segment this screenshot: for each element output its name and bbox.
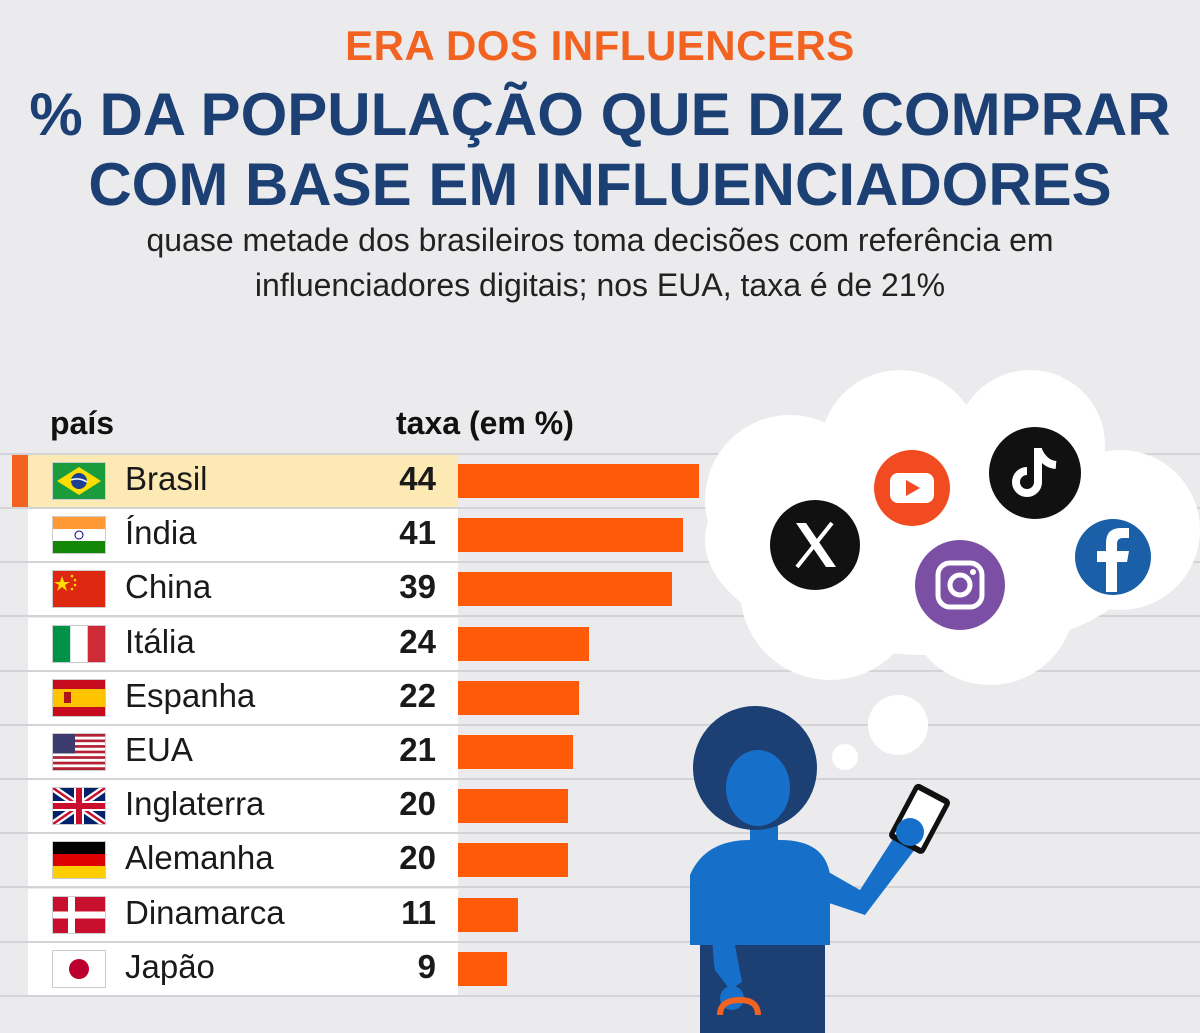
value-label: 41 (399, 514, 436, 552)
country-label: Inglaterra (125, 785, 265, 823)
country-label: EUA (125, 731, 193, 768)
chart-subtitle: quase metade dos brasileiros toma decisõ… (0, 218, 1200, 308)
table-row: Japão 9 (28, 942, 458, 995)
country-label: Brasil (125, 460, 208, 497)
denmark-flag-icon (53, 896, 105, 933)
spain-flag-icon (53, 679, 105, 716)
country-label: Espanha (125, 676, 256, 714)
bar (458, 735, 574, 769)
person-figure (690, 706, 950, 1033)
row-separator (0, 453, 1200, 455)
bar (458, 680, 579, 715)
subtitle-line-1: quase metade dos brasileiros toma decisõ… (146, 222, 1054, 258)
country-label: China (125, 568, 212, 606)
row-separator (0, 832, 1200, 835)
title-line-2: COM BASE EM INFLUENCIADORES (88, 151, 1112, 218)
value-label: 22 (399, 676, 436, 714)
table-row: China 39 (28, 563, 458, 616)
italy-flag-icon (53, 625, 105, 662)
facebook-logo-icon (1075, 519, 1151, 595)
table-row: Alemanha 20 (28, 834, 458, 887)
uk-flag-icon (53, 788, 105, 825)
thought-bubble-large (868, 695, 928, 755)
value-label: 20 (399, 785, 436, 823)
value-label: 11 (401, 893, 436, 931)
table-row: Inglaterra 20 (28, 780, 458, 833)
bar (458, 626, 590, 661)
right-hand (896, 818, 924, 846)
right-arm (820, 828, 922, 915)
value-label: 9 (417, 947, 436, 985)
row-separator (0, 561, 1200, 564)
row-separator (0, 723, 1200, 726)
title-line-1: % DA POPULAÇÃO QUE DIZ COMPRAR (29, 81, 1171, 148)
china-flag-icon (53, 571, 105, 608)
brazil-flag-icon (53, 463, 105, 499)
chart-title: % DA POPULAÇÃO QUE DIZ COMPRAR COM BASE … (0, 80, 1200, 220)
country-label: Dinamarca (125, 893, 285, 931)
bar (458, 789, 568, 824)
value-label: 39 (399, 568, 436, 606)
bar (458, 464, 699, 498)
country-label: Índia (125, 514, 197, 552)
rate-column-header: taxa (em %) (396, 405, 574, 441)
row-separator (0, 778, 1200, 780)
country-label: Japão (125, 947, 215, 985)
row-separator (0, 507, 1200, 509)
x-logo-icon (770, 500, 860, 590)
row-separator (0, 994, 1200, 997)
left-arm (712, 875, 748, 990)
row-separator (0, 940, 1200, 943)
row-separator (0, 886, 1200, 889)
value-label: 24 (399, 622, 436, 660)
influencer-illustration (690, 370, 1200, 1033)
bar (458, 897, 519, 932)
bar (458, 572, 672, 607)
bar (458, 951, 508, 986)
japan-flag-icon (53, 950, 105, 987)
chart-kicker: ERA DOS INFLUENCERS (345, 22, 855, 69)
table-row: Dinamarca 11 (28, 888, 458, 941)
table-row: Itália 24 (28, 617, 458, 670)
tiktok-logo-icon (989, 427, 1081, 519)
india-flag-icon (53, 517, 105, 554)
table-row: EUA 21 (28, 726, 458, 778)
instagram-logo-icon (915, 540, 1005, 630)
value-label: 44 (399, 460, 436, 497)
table-row: Brasil 44 (28, 455, 458, 507)
table-row: Índia 41 (28, 509, 458, 562)
country-column-header: país (50, 405, 115, 441)
value-label: 20 (399, 839, 436, 877)
bag-strap (717, 996, 761, 1016)
highlight-accent (12, 455, 28, 507)
table-row: Espanha 22 (28, 671, 458, 724)
torso (690, 840, 830, 945)
usa-flag-icon (53, 734, 105, 770)
value-label: 21 (399, 731, 436, 768)
row-separator (0, 669, 1200, 672)
subtitle-line-2: influenciadores digitais; nos EUA, taxa … (254, 267, 946, 303)
germany-flag-icon (53, 842, 105, 879)
country-label: Alemanha (125, 839, 274, 877)
bar (458, 518, 683, 553)
thought-bubble-small (832, 744, 858, 770)
country-label: Itália (125, 622, 195, 660)
youtube-logo-icon (874, 450, 950, 526)
face (726, 750, 790, 826)
row-separator (0, 615, 1200, 618)
bar (458, 843, 568, 878)
